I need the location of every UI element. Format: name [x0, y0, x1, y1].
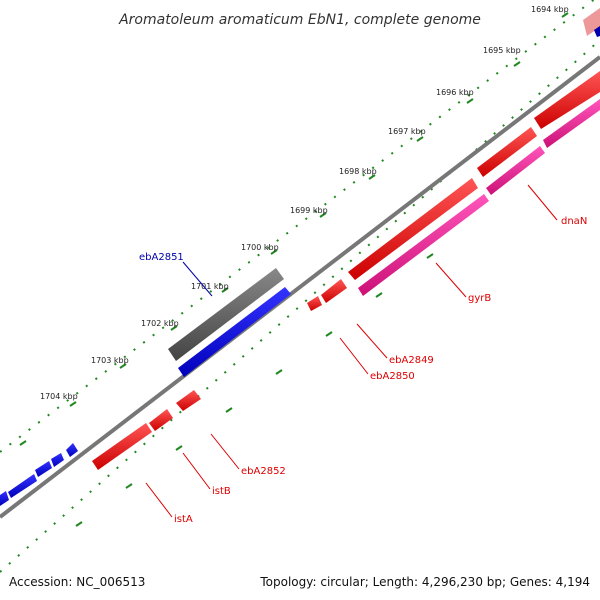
gene-forward-3 — [35, 461, 52, 477]
gene-forward-5 — [66, 443, 78, 457]
label-istA: istA — [174, 514, 193, 525]
major-ticks — [19, 12, 569, 527]
genome-backbone — [0, 55, 600, 519]
gene-reverse-top — [534, 71, 600, 129]
label-dnaN: dnaN — [561, 216, 587, 227]
label-gyrB: gyrB — [468, 293, 491, 304]
label-istB: istB — [212, 486, 231, 497]
kbp-label-1697: 1697 kbp — [388, 127, 426, 136]
gene-ebA2851 — [168, 268, 284, 361]
kbp-label-1699: 1699 kbp — [290, 206, 328, 215]
kbp-label-1696: 1696 kbp — [436, 88, 474, 97]
gene-forward-6 — [0, 491, 9, 506]
gene-forward-4 — [51, 453, 64, 467]
kbp-label-1695: 1695 kbp — [483, 46, 521, 55]
gene-partial-blue — [594, 26, 600, 37]
kbp-label-1700: 1700 kbp — [241, 243, 279, 252]
gene-gyrB — [348, 178, 478, 280]
kbp-label-1703: 1703 kbp — [91, 356, 129, 365]
gene-rna-1 — [358, 194, 489, 296]
gene-rna-2 — [486, 146, 545, 195]
reverse-strand-genes — [92, 71, 600, 470]
kbp-label-1698: 1698 kbp — [339, 167, 377, 176]
gene-dnaN — [477, 127, 537, 177]
inner-tick-ring — [0, 39, 600, 573]
gene-istA — [92, 423, 152, 470]
genome-summary: Topology: circular; Length: 4,296,230 bp… — [259, 575, 590, 589]
gene-istB — [149, 409, 173, 431]
outer-tick-ring — [0, 0, 596, 453]
label-leaders — [145, 184, 558, 518]
gene-forward-2 — [8, 474, 37, 498]
gene-ebA2850 — [307, 296, 322, 311]
gene-ebA2852 — [176, 390, 201, 411]
map-title: Aromatoleum aromaticum EbN1, complete ge… — [118, 12, 481, 28]
gene-ebA2849 — [321, 279, 347, 303]
kbp-label-1694: 1694 kbp — [531, 5, 569, 14]
label-ebA2852: ebA2852 — [241, 466, 286, 477]
forward-strand-genes — [0, 8, 600, 506]
kbp-label-1702: 1702 kbp — [141, 319, 179, 328]
kbp-label-1701: 1701 kbp — [191, 282, 229, 291]
gene-forward-1 — [178, 287, 291, 377]
label-ebA2849: ebA2849 — [389, 355, 434, 366]
gene-rna-3 — [543, 99, 600, 148]
label-ebA2851: ebA2851 — [139, 252, 184, 263]
accession-text: Accession: NC_006513 — [9, 575, 145, 589]
label-ebA2850: ebA2850 — [370, 371, 415, 382]
kbp-label-1704: 1704 kbp — [40, 392, 78, 401]
